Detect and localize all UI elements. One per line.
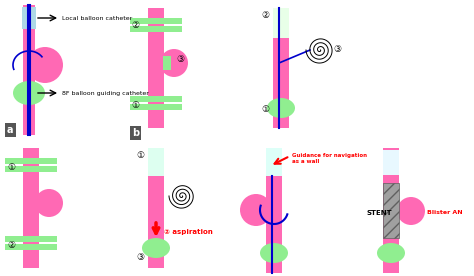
Bar bbox=[130, 96, 182, 102]
Bar bbox=[148, 148, 164, 268]
Text: Local balloon catheter: Local balloon catheter bbox=[62, 15, 132, 20]
Text: Blister AN: Blister AN bbox=[427, 211, 463, 216]
Ellipse shape bbox=[27, 47, 63, 83]
Ellipse shape bbox=[240, 194, 272, 226]
Text: ②: ② bbox=[131, 22, 139, 31]
Bar bbox=[130, 104, 182, 110]
Text: ③: ③ bbox=[333, 46, 341, 54]
Ellipse shape bbox=[377, 243, 405, 263]
Ellipse shape bbox=[260, 243, 288, 263]
Bar bbox=[163, 56, 171, 70]
Text: ①: ① bbox=[136, 152, 144, 161]
Text: b: b bbox=[132, 128, 139, 138]
Ellipse shape bbox=[397, 197, 425, 225]
Bar bbox=[5, 244, 57, 250]
Bar bbox=[273, 8, 289, 128]
Ellipse shape bbox=[142, 238, 170, 258]
Text: ③: ③ bbox=[136, 253, 144, 262]
Bar bbox=[383, 148, 399, 273]
Bar bbox=[383, 183, 399, 238]
Ellipse shape bbox=[35, 189, 63, 217]
Bar bbox=[23, 148, 39, 268]
Bar bbox=[383, 150, 399, 175]
Bar bbox=[5, 158, 57, 164]
Text: ①: ① bbox=[7, 163, 15, 172]
Bar bbox=[266, 148, 282, 176]
Bar bbox=[5, 166, 57, 172]
Bar bbox=[148, 8, 164, 128]
Text: ①: ① bbox=[131, 102, 139, 110]
Bar bbox=[22, 7, 36, 29]
Ellipse shape bbox=[160, 49, 188, 77]
Ellipse shape bbox=[13, 81, 45, 105]
Text: ①: ① bbox=[261, 105, 269, 115]
Text: ②: ② bbox=[261, 12, 269, 20]
Text: ③: ③ bbox=[176, 55, 184, 65]
Bar bbox=[23, 5, 35, 135]
Bar bbox=[130, 18, 182, 24]
Bar bbox=[266, 148, 282, 273]
Ellipse shape bbox=[267, 98, 295, 118]
Text: STENT: STENT bbox=[367, 210, 392, 216]
Bar bbox=[273, 8, 289, 38]
Text: a: a bbox=[7, 125, 13, 135]
Bar bbox=[130, 26, 182, 32]
Text: Guidance for navigation
as a wall: Guidance for navigation as a wall bbox=[292, 153, 367, 164]
Text: 8F balloon guiding catheter: 8F balloon guiding catheter bbox=[62, 91, 149, 95]
Bar bbox=[148, 148, 164, 176]
Bar bbox=[5, 236, 57, 242]
Text: ②: ② bbox=[7, 242, 15, 251]
Text: ② aspiration: ② aspiration bbox=[164, 229, 213, 235]
